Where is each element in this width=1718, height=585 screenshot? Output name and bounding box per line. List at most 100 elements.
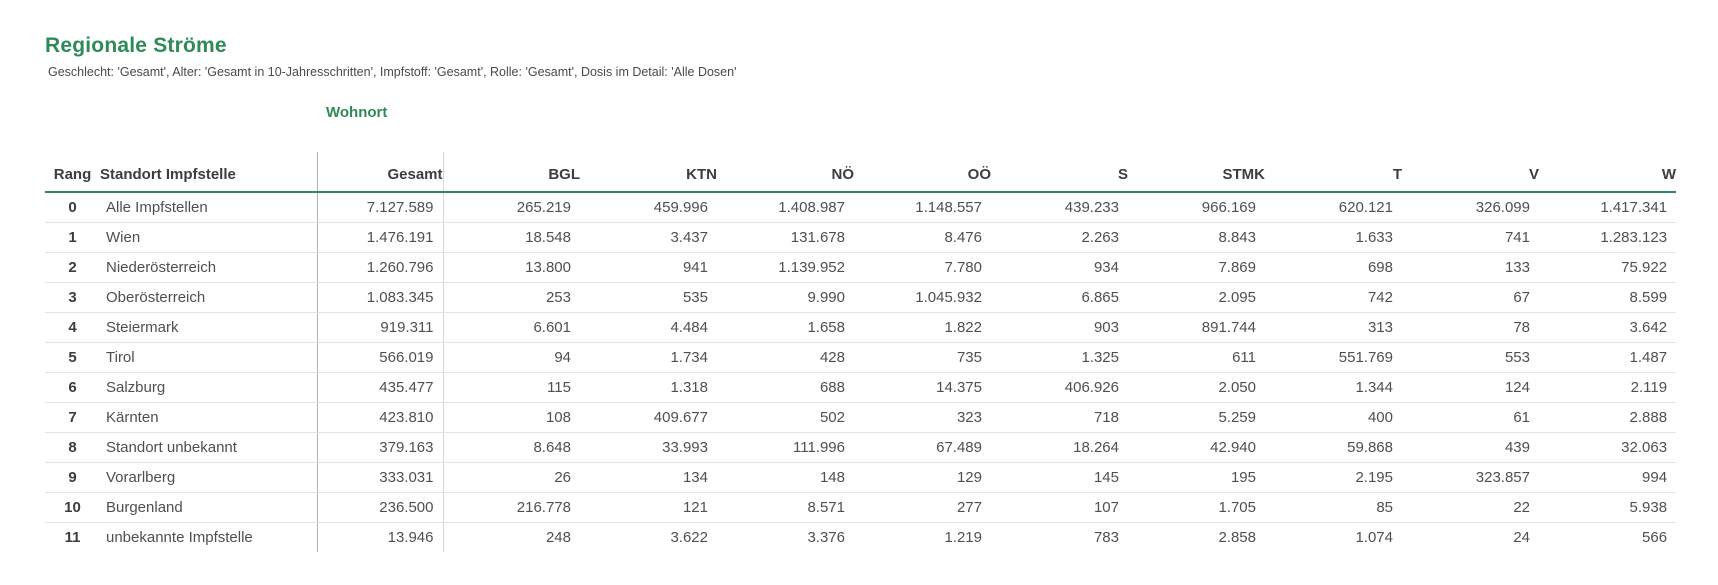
value-cell[interactable]: 333.031: [316, 462, 443, 493]
value-cell[interactable]: 265.219: [442, 192, 580, 223]
value-cell[interactable]: 7.127.589: [316, 192, 443, 223]
value-cell[interactable]: 783: [1093, 528, 1119, 546]
value-cell[interactable]: 121: [580, 492, 717, 523]
value-cell[interactable]: 7.780: [854, 252, 991, 283]
value-cell[interactable]: 1.083.345: [316, 282, 443, 313]
value-cell[interactable]: 14.375: [854, 372, 991, 403]
value-cell[interactable]: 741: [1402, 222, 1539, 253]
value-cell[interactable]: 535: [580, 282, 717, 313]
value-cell[interactable]: 13.946: [316, 522, 443, 552]
value-cell[interactable]: 236.500: [316, 492, 443, 523]
value-cell[interactable]: 115: [442, 372, 580, 403]
value-cell[interactable]: 1.260.796: [316, 252, 443, 283]
value-cell[interactable]: 133: [1402, 252, 1539, 283]
value-cell[interactable]: 409.677: [580, 402, 717, 433]
standort-cell[interactable]: Wien: [100, 222, 317, 253]
rank-cell[interactable]: 5: [45, 342, 100, 373]
value-cell[interactable]: 26: [442, 462, 580, 493]
standort-cell[interactable]: Standort unbekannt: [100, 432, 317, 463]
value-cell[interactable]: 1.318: [580, 372, 717, 403]
value-cell[interactable]: 6.601: [442, 312, 580, 343]
value-cell[interactable]: 3.622: [670, 528, 708, 546]
value-cell[interactable]: 439: [1402, 432, 1539, 463]
value-cell[interactable]: 8.599: [1539, 282, 1677, 313]
value-cell[interactable]: 1.408.987: [717, 192, 854, 223]
value-cell[interactable]: 277: [854, 492, 991, 523]
value-cell[interactable]: 435.477: [316, 372, 443, 403]
value-cell[interactable]: 439.233: [991, 192, 1128, 223]
value-cell[interactable]: 688: [717, 372, 854, 403]
value-cell[interactable]: 502: [717, 402, 854, 433]
standort-cell[interactable]: Burgenland: [100, 492, 317, 523]
value-cell[interactable]: 379.163: [316, 432, 443, 463]
value-cell[interactable]: 1.633: [1265, 222, 1402, 253]
value-cell[interactable]: 7.869: [1128, 252, 1265, 283]
value-cell[interactable]: 75.922: [1539, 252, 1677, 283]
value-cell[interactable]: 406.926: [991, 372, 1128, 403]
value-cell[interactable]: 1.487: [1539, 342, 1677, 373]
column-header-no[interactable]: NÖ: [717, 152, 854, 193]
column-header-ktn[interactable]: KTN: [580, 152, 717, 193]
rank-cell[interactable]: 10: [45, 492, 100, 523]
value-cell[interactable]: 18.264: [991, 432, 1128, 463]
rank-cell[interactable]: 9: [45, 462, 100, 493]
value-cell[interactable]: 400: [1265, 402, 1402, 433]
value-cell[interactable]: 253: [442, 282, 580, 313]
value-cell[interactable]: 22: [1402, 492, 1539, 523]
value-cell[interactable]: 107: [991, 492, 1128, 523]
value-cell[interactable]: 85: [1265, 492, 1402, 523]
value-cell[interactable]: 134: [580, 462, 717, 493]
value-cell[interactable]: 891.744: [1128, 312, 1265, 343]
column-header-t[interactable]: T: [1265, 152, 1402, 193]
value-cell[interactable]: 248: [442, 522, 580, 552]
value-cell[interactable]: 94: [442, 342, 580, 373]
rank-cell[interactable]: 3: [45, 282, 100, 313]
value-cell[interactable]: 941: [580, 252, 717, 283]
value-cell[interactable]: 42.940: [1128, 432, 1265, 463]
value-cell[interactable]: 2.858: [1218, 528, 1256, 546]
column-header-bgl[interactable]: BGL: [442, 152, 580, 193]
value-cell[interactable]: 1.658: [717, 312, 854, 343]
value-cell[interactable]: 994: [1539, 462, 1677, 493]
value-cell[interactable]: 3.437: [580, 222, 717, 253]
value-cell[interactable]: 1.074: [1355, 528, 1393, 546]
value-cell[interactable]: 2.119: [1539, 372, 1677, 403]
rank-cell[interactable]: 1: [45, 222, 100, 253]
value-cell[interactable]: 13.800: [442, 252, 580, 283]
value-cell[interactable]: 1.148.557: [854, 192, 991, 223]
standort-cell[interactable]: Alle Impfstellen: [100, 192, 317, 223]
value-cell[interactable]: 33.993: [580, 432, 717, 463]
standort-cell[interactable]: unbekannte Impfstelle: [106, 528, 253, 546]
value-cell[interactable]: 611: [1128, 342, 1265, 373]
value-cell[interactable]: 6.865: [991, 282, 1128, 313]
value-cell[interactable]: 9.990: [717, 282, 854, 313]
value-cell[interactable]: 3.376: [807, 528, 845, 546]
value-cell[interactable]: 8.648: [442, 432, 580, 463]
value-cell[interactable]: 1.822: [854, 312, 991, 343]
rank-cell[interactable]: 4: [45, 312, 100, 343]
value-cell[interactable]: 313: [1265, 312, 1402, 343]
value-cell[interactable]: 1.344: [1265, 372, 1402, 403]
standort-cell[interactable]: Vorarlberg: [100, 462, 317, 493]
value-cell[interactable]: 718: [991, 402, 1128, 433]
standort-cell[interactable]: Salzburg: [100, 372, 317, 403]
column-header-w[interactable]: W: [1539, 152, 1677, 193]
value-cell[interactable]: 1.283.123: [1539, 222, 1677, 253]
value-cell[interactable]: 459.996: [580, 192, 717, 223]
value-cell[interactable]: 323: [854, 402, 991, 433]
value-cell[interactable]: 5.259: [1128, 402, 1265, 433]
standort-cell[interactable]: Kärnten: [100, 402, 317, 433]
value-cell[interactable]: 2.050: [1128, 372, 1265, 403]
value-cell[interactable]: 8.571: [717, 492, 854, 523]
value-cell[interactable]: 2.263: [991, 222, 1128, 253]
standort-cell[interactable]: Niederösterreich: [100, 252, 317, 283]
value-cell[interactable]: 323.857: [1402, 462, 1539, 493]
column-header-s[interactable]: S: [991, 152, 1128, 193]
rank-cell[interactable]: 11: [64, 528, 81, 546]
rank-cell[interactable]: 0: [45, 192, 100, 223]
value-cell[interactable]: 966.169: [1128, 192, 1265, 223]
value-cell[interactable]: 4.484: [580, 312, 717, 343]
value-cell[interactable]: 145: [991, 462, 1128, 493]
value-cell[interactable]: 1.219: [944, 528, 982, 546]
value-cell[interactable]: 24: [1513, 528, 1530, 546]
